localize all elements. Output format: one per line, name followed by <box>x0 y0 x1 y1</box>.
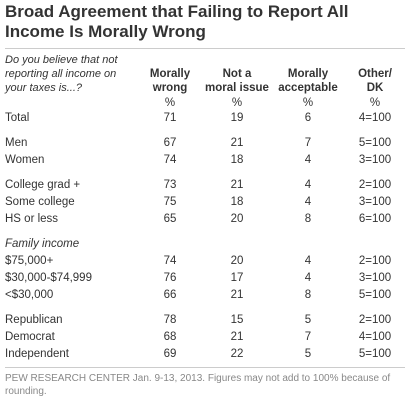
unit: % <box>302 97 314 109</box>
cell: 71 <box>163 112 177 124</box>
cell: 20 <box>230 255 244 267</box>
cell: 8 <box>304 213 312 225</box>
cell: 75 <box>163 196 177 208</box>
row-label: Democrat <box>5 331 55 343</box>
cell: 3=100 <box>358 272 392 284</box>
cell: 4 <box>304 272 312 284</box>
cell: 4 <box>304 255 312 267</box>
row-label: <$30,000 <box>5 289 54 301</box>
row-label: College grad + <box>5 179 81 191</box>
row-label: Republican <box>5 314 63 326</box>
row-label: $30,000-$74,999 <box>5 272 92 284</box>
column-header: Morally wrong <box>149 68 191 94</box>
cell: 78 <box>163 314 177 326</box>
cell: 20 <box>230 213 244 225</box>
column-header: Not a moral issue <box>205 68 269 94</box>
question: Do you believe that not reporting all in… <box>5 54 118 94</box>
cell: 21 <box>230 289 244 301</box>
column-header: Morally acceptable <box>278 68 338 94</box>
cell: 18 <box>230 196 244 208</box>
cell: 4 <box>304 196 312 208</box>
cell: 21 <box>230 331 244 343</box>
cell: 5 <box>304 348 312 360</box>
footnote: PEW RESEARCH CENTER Jan. 9-13, 2013. Fig… <box>5 373 391 397</box>
column-header: Other/ DK <box>358 68 392 94</box>
cell: 22 <box>230 348 244 360</box>
divider <box>5 367 405 368</box>
row-label: Some college <box>5 196 75 208</box>
cell: 5=100 <box>358 348 392 360</box>
row-label: Independent <box>5 348 69 360</box>
cell: 67 <box>163 137 177 149</box>
cell: 4 <box>304 154 312 166</box>
cell: 4=100 <box>358 112 392 124</box>
cell: 66 <box>163 289 177 301</box>
unit: % <box>164 97 176 109</box>
row-label: Women <box>5 154 45 166</box>
cell: 5=100 <box>358 137 392 149</box>
cell: 6 <box>304 112 312 124</box>
cell: 73 <box>163 179 177 191</box>
cell: 68 <box>163 331 177 343</box>
row-label: HS or less <box>5 213 59 225</box>
unit: % <box>231 97 243 109</box>
cell: 5=100 <box>358 289 392 301</box>
cell: 7 <box>304 137 312 149</box>
cell: 21 <box>230 137 244 149</box>
cell: 76 <box>163 272 177 284</box>
group-heading: Family income <box>5 238 80 250</box>
cell: 74 <box>163 255 177 267</box>
cell: 4=100 <box>358 331 392 343</box>
cell: 7 <box>304 331 312 343</box>
cell: 6=100 <box>358 213 392 225</box>
cell: 19 <box>230 112 244 124</box>
cell: 69 <box>163 348 177 360</box>
cell: 17 <box>230 272 244 284</box>
unit: % <box>369 97 381 109</box>
cell: 5 <box>304 314 312 326</box>
cell: 2=100 <box>358 179 392 191</box>
cell: 2=100 <box>358 255 392 267</box>
cell: 65 <box>163 213 177 225</box>
row-label: Total <box>5 112 30 124</box>
row-label: $75,000+ <box>5 255 54 267</box>
cell: 2=100 <box>358 314 392 326</box>
title: Broad Agreement that Failing to Report A… <box>5 2 349 41</box>
cell: 3=100 <box>358 196 392 208</box>
cell: 15 <box>230 314 244 326</box>
cell: 3=100 <box>358 154 392 166</box>
divider <box>5 48 405 49</box>
cell: 74 <box>163 154 177 166</box>
cell: 8 <box>304 289 312 301</box>
cell: 4 <box>304 179 312 191</box>
cell: 18 <box>230 154 244 166</box>
row-label: Men <box>5 137 28 149</box>
cell: 21 <box>230 179 244 191</box>
